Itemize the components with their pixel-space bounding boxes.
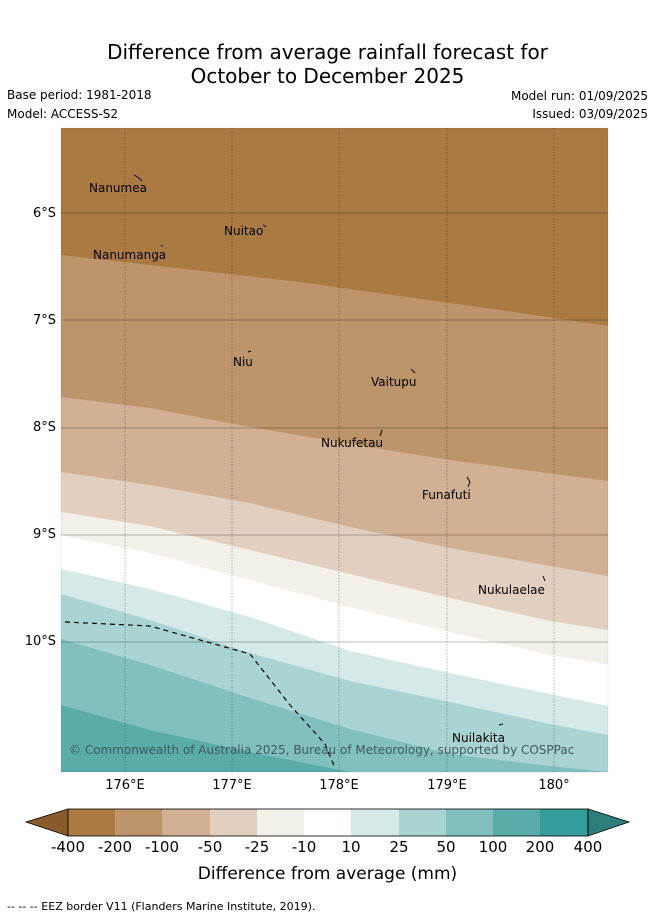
colorbar-segment <box>257 809 304 836</box>
lat-label-10s: 10°S <box>24 634 56 649</box>
island-nuitao-shape <box>262 224 267 228</box>
island-outlines <box>133 174 546 726</box>
title-line-1: Difference from average rainfall forecas… <box>107 40 548 64</box>
island-nanumanga-shape <box>160 244 164 248</box>
colorbar-title: Difference from average (mm) <box>197 864 458 884</box>
issued-date: Issued: 03/09/2025 <box>532 107 648 121</box>
band-50-to-100-wet <box>61 639 608 772</box>
model-run-date: Model run: 01/09/2025 <box>510 89 648 103</box>
lat-label-8s: 8°S <box>32 420 56 435</box>
lon-label-179e: 179°E <box>427 778 467 793</box>
place-label: Nanumea <box>89 181 147 195</box>
colorbar-segment <box>68 809 115 836</box>
lon-label-180: 180° <box>538 778 570 793</box>
eez-border-legend: -- -- -- EEZ border V11 (Flanders Marine… <box>7 900 316 913</box>
colorbar-tick: 50 <box>436 838 456 856</box>
colorbar-tick: 200 <box>525 838 555 856</box>
lon-label-178e: 178°E <box>319 778 359 793</box>
place-label: Vaitupu <box>371 375 417 389</box>
colorbar-tick: -100 <box>144 838 180 856</box>
colorbar-low-extension <box>24 808 69 837</box>
map-frame <box>60 127 609 773</box>
colorbar-tick: 400 <box>573 838 603 856</box>
colorbar-segment <box>304 809 351 836</box>
lat-label-7s: 7°S <box>32 313 56 328</box>
title-line-2: October to December 2025 <box>190 64 465 88</box>
colorbar-tick: -400 <box>50 838 86 856</box>
colorbar-segment <box>540 809 588 836</box>
place-label: Nuitao <box>224 224 263 238</box>
place-labels: Nanumea Nuitao Nanumanga Niu Vaitupu Nuk… <box>89 181 545 745</box>
eez-border-line <box>64 621 336 769</box>
colorbar-tick: 25 <box>389 838 409 856</box>
lon-label-177e: 177°E <box>212 778 252 793</box>
colorbar-tick: -200 <box>97 838 133 856</box>
lat-label-6s: 6°S <box>32 206 56 221</box>
lat-label-9s: 9°S <box>32 527 56 542</box>
colorbar-segment <box>493 809 540 836</box>
colorbar-frame <box>67 808 589 837</box>
model-name: Model: ACCESS-S2 <box>7 107 119 121</box>
island-niu-shape <box>247 350 252 353</box>
map-title: Difference from average rainfall forecas… <box>0 40 655 88</box>
place-label: Nuilakita <box>452 731 505 745</box>
colorbar-tick: -10 <box>291 838 317 856</box>
colorbar-segment <box>162 809 210 836</box>
copyright-notice: © Commonwealth of Australia 2025, Bureau… <box>69 743 574 757</box>
base-period: Base period: 1981-2018 <box>7 88 152 102</box>
island-nanumea-shape <box>133 174 143 182</box>
colorbar-segment <box>351 809 399 836</box>
colorbar-tick: -50 <box>197 838 223 856</box>
island-nukulaelae-shape <box>542 575 546 582</box>
place-label: Nanumanga <box>93 248 166 262</box>
island-nukufetau-shape <box>379 429 383 437</box>
colorbar-high-extension <box>587 808 631 837</box>
colorbar-tick: -25 <box>244 838 270 856</box>
map-bands <box>61 128 608 772</box>
island-funafuti-shape <box>466 476 471 488</box>
lon-label-176e: 176°E <box>105 778 145 793</box>
colorbar-segment <box>446 809 493 836</box>
place-label: Nukufetau <box>321 436 383 450</box>
colorbar-tick: 10 <box>341 838 361 856</box>
band-100-to-200-wet <box>61 705 350 772</box>
island-nuilakita-shape <box>498 723 504 726</box>
place-label: Nukulaelae <box>478 583 545 597</box>
place-label: Niu <box>233 355 253 369</box>
place-label: Funafuti <box>422 488 471 502</box>
map-gridlines <box>61 128 608 772</box>
island-vaitupu-shape <box>410 368 416 374</box>
colorbar-tick: 100 <box>478 838 508 856</box>
colorbar-segment <box>399 809 446 836</box>
colorbar-segment <box>115 809 162 836</box>
colorbar-segment <box>210 809 257 836</box>
